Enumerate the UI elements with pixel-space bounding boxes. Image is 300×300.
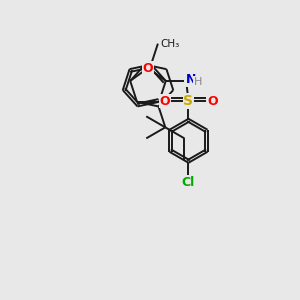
Text: S: S: [184, 94, 194, 108]
Text: O: O: [207, 95, 217, 108]
Text: H: H: [194, 77, 202, 87]
Text: N: N: [185, 74, 196, 86]
Text: Cl: Cl: [182, 176, 195, 189]
Text: O: O: [143, 61, 153, 74]
Text: CH₃: CH₃: [160, 39, 179, 49]
Text: O: O: [159, 95, 170, 108]
